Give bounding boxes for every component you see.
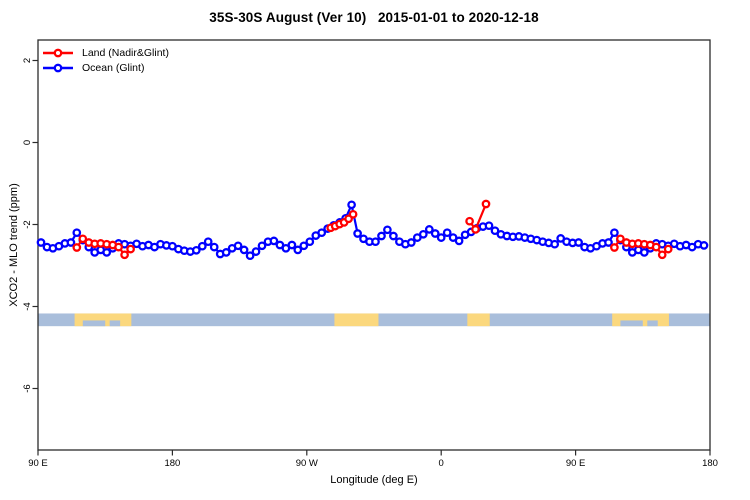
- map-strip-land-patch: [467, 313, 490, 327]
- svg-text:-2: -2: [22, 220, 33, 228]
- map-strip-land-patch: [334, 313, 379, 327]
- legend-item-land: Land (Nadir&Glint): [42, 45, 169, 60]
- land-series: [72, 199, 673, 260]
- svg-text:90 E: 90 E: [28, 458, 48, 469]
- svg-text:2: 2: [22, 58, 33, 63]
- legend-marker-ocean-icon: [43, 63, 73, 72]
- map-strip-ocean-notch: [82, 320, 106, 327]
- map-strip-ocean-notch: [620, 320, 643, 327]
- y-axis-ticks: 2 0 -2 -4 -6: [22, 58, 38, 393]
- svg-text:0: 0: [22, 140, 33, 145]
- x-axis-title: Longitude (deg E): [330, 474, 418, 486]
- legend-label-ocean: Ocean (Glint): [82, 61, 145, 74]
- legend-label-land: Land (Nadir&Glint): [82, 46, 169, 59]
- x-axis-ticks: 90 E 180 90 W 0 90 E 180: [28, 450, 718, 469]
- svg-text:-4: -4: [22, 302, 33, 310]
- map-strip-ocean-notch: [647, 320, 658, 327]
- map-strip-ocean-notch: [109, 320, 121, 327]
- svg-text:180: 180: [164, 458, 180, 469]
- legend-marker-land-icon: [43, 48, 73, 57]
- svg-text:90 W: 90 W: [296, 458, 318, 469]
- map-strip: [38, 313, 710, 327]
- legend: Land (Nadir&Glint) Ocean (Glint): [42, 45, 169, 75]
- chart-title: 35S-30S August (Ver 10) 2015-01-01 to 20…: [209, 10, 539, 25]
- ocean-series: [36, 200, 709, 261]
- svg-text:180: 180: [702, 458, 718, 469]
- svg-text:-6: -6: [22, 384, 33, 392]
- svg-text:90 E: 90 E: [566, 458, 586, 469]
- y-axis-title: XCO2 - MLO trend (ppm): [8, 183, 20, 307]
- legend-item-ocean: Ocean (Glint): [42, 60, 169, 75]
- svg-text:0: 0: [439, 458, 444, 469]
